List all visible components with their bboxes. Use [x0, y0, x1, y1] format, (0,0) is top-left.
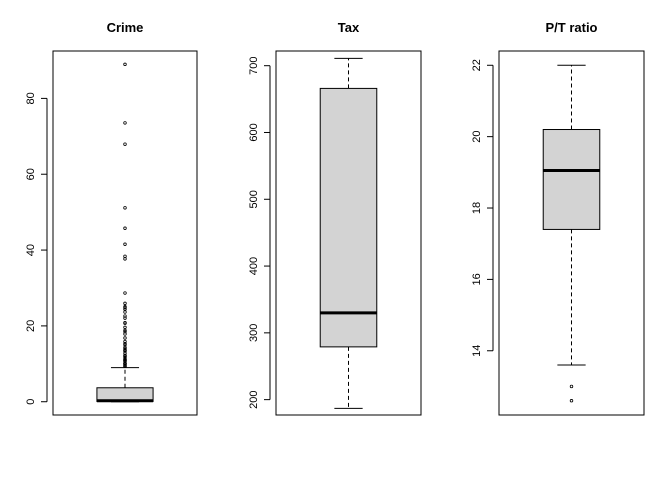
- y-tick-label: 700: [248, 57, 260, 75]
- y-tick-label: 400: [248, 257, 260, 275]
- y-tick-label: 20: [471, 131, 483, 143]
- y-tick-label: 16: [471, 273, 483, 285]
- outlier-point: [123, 226, 127, 230]
- outlier-point: [123, 321, 127, 325]
- outlier-point: [123, 257, 127, 261]
- outlier-point: [123, 316, 127, 320]
- y-tick-label: 60: [25, 168, 37, 180]
- y-tick-label: 0: [25, 399, 37, 405]
- outlier-point: [123, 301, 127, 306]
- outlier-point: [123, 314, 127, 318]
- outlier-point: [123, 325, 127, 330]
- plot-frame: [498, 50, 645, 416]
- outlier-point: [569, 399, 574, 403]
- y-tick-label: 300: [248, 324, 260, 342]
- outlier-point: [123, 291, 127, 295]
- outlier-point: [123, 332, 127, 336]
- panel-1: Crime 0 20 40 60 80: [25, 20, 198, 416]
- outlier-point: [123, 364, 127, 369]
- y-tick-label: 20: [25, 320, 37, 332]
- y-tick-label: 40: [25, 244, 37, 256]
- outlier-point: [123, 349, 127, 353]
- outlier-point: [123, 206, 127, 210]
- panel-3: P/T ratio 14 16 18 20 22: [471, 20, 645, 416]
- outlier-point: [123, 121, 127, 125]
- outlier-point: [123, 142, 127, 146]
- y-tick-label: 500: [248, 190, 260, 208]
- panel-title: Crime: [107, 20, 144, 35]
- plot-frame: [275, 50, 422, 416]
- y-tick-label: 22: [471, 59, 483, 71]
- outlier-point: [569, 384, 574, 389]
- panel-title: Tax: [338, 20, 360, 35]
- outlier-point: [123, 328, 127, 333]
- y-tick-label: 200: [248, 390, 260, 408]
- y-tick-label: 14: [471, 345, 483, 357]
- outlier-point: [123, 242, 127, 246]
- y-tick-label: 600: [248, 123, 260, 141]
- outlier-point: [123, 62, 127, 67]
- outlier-point: [123, 310, 127, 314]
- y-tick-label: 18: [471, 202, 483, 214]
- outlier-point: [123, 336, 127, 340]
- outlier-point: [123, 254, 127, 259]
- panel-2: Tax 200 300 400 500 600 700: [248, 20, 422, 416]
- panel-title: P/T ratio: [545, 20, 597, 35]
- interquartile-box: [542, 129, 601, 230]
- interquartile-box: [319, 87, 378, 348]
- plot-frame: [52, 50, 198, 416]
- outlier-point: [123, 305, 127, 310]
- y-tick-label: 80: [25, 92, 37, 104]
